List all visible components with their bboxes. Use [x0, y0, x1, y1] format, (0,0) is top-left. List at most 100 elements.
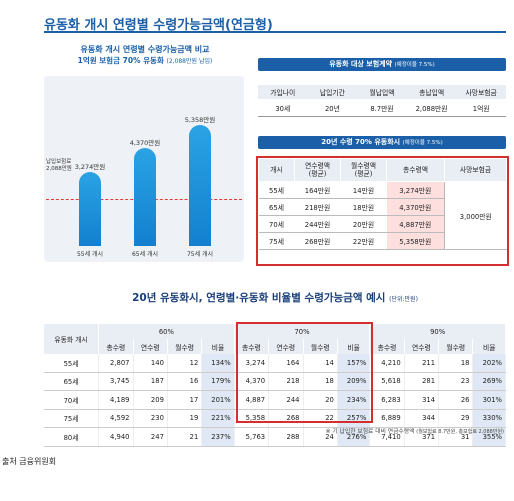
ratio-amount-cell: 2,807 — [98, 354, 134, 373]
liquidation-cell: 55세 — [258, 181, 295, 199]
liquidation-heading-text: 20년 수령 70% 유동화시 — [321, 138, 401, 146]
liquidation-total-cell: 5,358만원 — [386, 232, 445, 250]
ratio-amount-cell: 18 — [303, 372, 338, 391]
ratio-amount-cell: 371 — [404, 427, 440, 447]
contract-heading-note: (예정이율 7.5%) — [394, 62, 435, 68]
ratio-amount-cell: 31 — [438, 427, 474, 447]
contract-col-header: 총납입액 — [406, 85, 457, 100]
ratio-group-header: 60% — [98, 324, 235, 339]
ratio-amount-cell: 288 — [268, 427, 304, 447]
bar-value-label: 4,370만원 — [129, 138, 161, 147]
ratio-age-cell: 55세 — [44, 354, 100, 373]
ratio-amount-cell: 4,370 — [234, 372, 270, 391]
ratio-age-cell: 70세 — [44, 390, 100, 410]
contract-cell: 2,088만원 — [406, 99, 457, 117]
ratio-amount-cell: 218 — [268, 372, 304, 391]
ratio-percent-cell: 355% — [472, 427, 506, 447]
ratio-percent-cell: 209% — [337, 372, 371, 391]
ratio-sub-header: 월수령 — [438, 339, 474, 354]
ratio-amount-cell: 5,358 — [234, 409, 270, 428]
ratio-amount-cell: 6,889 — [369, 409, 405, 428]
ratio-amount-cell: 211 — [404, 354, 440, 373]
ratio-amount-cell: 17 — [167, 390, 203, 410]
ratio-table-title-text: 20년 유동화시, 연령별·유동화 비율별 수령가능금액 예시 — [132, 292, 386, 304]
liquidation-row: 55세 164만원 14만원 3,274만원 3,000만원 — [258, 181, 507, 250]
liquidation-cell: 244만원 — [294, 215, 341, 233]
ratio-percent-cell: 179% — [201, 372, 235, 391]
liquidation-table: 개시 연수령액 (평균) 월수령액 (평균) 총수령액 사망보험금 55세 164만… — [258, 158, 507, 250]
ratio-percent-cell: 157% — [337, 354, 371, 373]
annual-amount-header: 연수령액 — [304, 162, 330, 170]
liquidation-cell: 218만원 — [294, 198, 341, 216]
ratio-sub-header: 월수령 — [303, 339, 338, 354]
monthly-amount-header: 월수령액 — [350, 162, 376, 170]
ratio-amount-cell: 26 — [438, 390, 474, 410]
ratio-sub-header: 연수령 — [404, 339, 440, 354]
ratio-percent-cell: 134% — [201, 354, 235, 373]
ratio-sub-header: 연수령 — [268, 339, 304, 354]
bar-category-label: 75세 개시 — [186, 251, 214, 258]
ratio-amount-cell: 3,274 — [234, 354, 270, 373]
ratio-amount-cell: 314 — [404, 390, 440, 410]
footnote: ※ 기 납입한 보험료 대비 연금수령액 (월보험료 8.7만원, 총보험료 2… — [326, 426, 504, 435]
ratio-amount-cell: 247 — [133, 427, 168, 447]
ratio-amount-cell: 24 — [303, 427, 338, 447]
liquidation-header-row: 개시 연수령액 (평균) 월수령액 (평균) 총수령액 사망보험금 — [258, 158, 507, 182]
liquidation-col-header: 연수령액 (평균) — [294, 158, 341, 182]
bar-category-label: 55세 개시 — [76, 251, 104, 258]
contract-heading: 유동화 대상 보험계약 (예정이율 7.5%) — [258, 58, 506, 71]
liquidation-col-header: 월수령액 (평균) — [340, 158, 387, 182]
death-benefit-cell: 3,000만원 — [444, 181, 507, 250]
ratio-percent-cell: 257% — [337, 409, 371, 428]
liquidation-cell: 22만원 — [340, 232, 387, 250]
bar-value-label: 3,274만원 — [74, 163, 106, 172]
chart-title: 유동화 개시 연령별 수령가능금액 비교 — [80, 45, 210, 54]
ratio-percent-cell: 201% — [201, 390, 235, 410]
contract-col-header: 가입나이 — [258, 85, 308, 100]
liquidation-col-header: 개시 — [258, 158, 295, 182]
liquidation-total-cell: 3,274만원 — [386, 181, 445, 199]
liquidation-cell: 164만원 — [294, 181, 341, 199]
liquidation-total-cell: 4,370만원 — [386, 198, 445, 216]
ratio-table-row: 65세 3,745 187 16 179% 4,370 218 18 209% 5,618 281 2… — [44, 372, 506, 391]
ratio-amount-cell: 19 — [167, 409, 203, 428]
ratio-amount-cell: 18 — [438, 354, 474, 373]
liquidation-cell: 75세 — [258, 232, 295, 250]
ratio-amount-cell: 209 — [133, 390, 168, 410]
title-divider — [44, 31, 506, 33]
contract-cell: 30세 — [258, 99, 308, 117]
ratio-age-cell: 65세 — [44, 372, 100, 391]
liquidation-cell: 268만원 — [294, 232, 341, 250]
ratio-table-title: 20년 유동화시, 연령별·유동화 비율별 수령가능금액 예시 (단위:만원) — [44, 290, 506, 305]
ratio-amount-cell: 23 — [438, 372, 474, 391]
ratio-percent-cell: 301% — [472, 390, 506, 410]
contract-heading-text: 유동화 대상 보험계약 — [329, 60, 393, 68]
ratio-table-row: 80세 4,940 247 21 237% 5,763 288 24 276% 7,410 371 3… — [44, 427, 506, 447]
ratio-table-unit: (단위:만원) — [389, 296, 418, 303]
ratio-amount-cell: 6,283 — [369, 390, 405, 410]
page-title: 유동화 개시 연령별 수령가능금액(연금형) — [44, 18, 273, 33]
ratio-sub-header: 총수령 — [369, 339, 405, 354]
liquidation-row: 75세 268만원 22만원 5,358만원 — [258, 232, 507, 250]
liquidation-cell: 65세 — [258, 198, 295, 216]
ratio-sub-header: 비율 — [201, 339, 235, 354]
ratio-percent-cell: 234% — [337, 390, 371, 410]
contract-value-row: 30세 20년 8.7만원 2,088만원 1억원 — [258, 99, 506, 117]
ratio-amount-cell: 4,210 — [369, 354, 405, 373]
reference-label-line1: 납입보험료 — [46, 159, 72, 165]
ratio-age-cell: 80세 — [44, 427, 100, 447]
ratio-amount-cell: 5,618 — [369, 372, 405, 391]
ratio-percent-cell: 237% — [201, 427, 235, 447]
ratio-table-row: 75세 4,592 230 19 221% 5,358 268 22 257% 6,889 344 2… — [44, 409, 506, 428]
ratio-amount-cell: 140 — [133, 354, 168, 373]
ratio-percent-cell: 330% — [472, 409, 506, 428]
ratio-amount-cell: 164 — [268, 354, 304, 373]
ratio-amount-cell: 14 — [303, 354, 338, 373]
ratio-amount-cell: 4,592 — [98, 409, 134, 428]
ratio-percent-cell: 221% — [201, 409, 235, 428]
ratio-group-header-row: 유동화 개시 60% 70% 90% — [44, 324, 506, 354]
footnote-detail: (월보험료 8.7만원, 총보험료 2,088만원) — [416, 429, 504, 435]
bar-55 — [79, 172, 101, 246]
ratio-sub-header: 비율 — [337, 339, 371, 354]
ratio-amount-cell: 281 — [404, 372, 440, 391]
